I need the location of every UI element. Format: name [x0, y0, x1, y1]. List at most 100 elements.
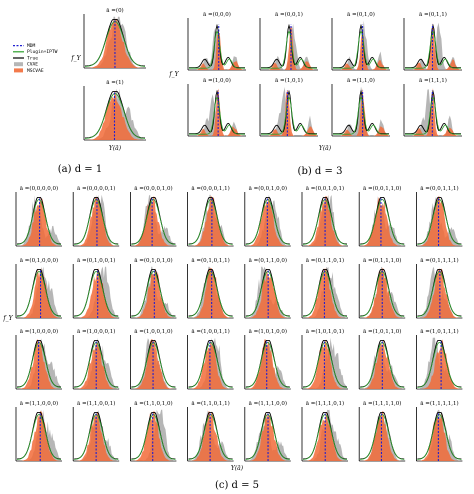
panel-title: ā =(0,0,0,0,1) — [77, 185, 115, 192]
y-axis-label-a: f_Y — [70, 55, 81, 62]
mscvae-density — [17, 196, 61, 246]
subplot-panel: ā =(1,1,1,1,1) — [415, 400, 463, 462]
mscvae-density — [417, 412, 462, 461]
panel-title: ā =(0,0,1,1,0) — [363, 185, 401, 192]
x-axis-label-c: Y(ā) — [231, 465, 244, 472]
subplot-panel: ā =(0,1,1,1,1) — [415, 257, 463, 319]
subplot-panel: ā =(1,0,0,0,1) — [72, 328, 120, 390]
mscvae-density — [405, 23, 461, 70]
plugin-iptw-density — [74, 198, 119, 245]
legend-entry-label: CVAE — [27, 62, 38, 68]
mscvae-density — [17, 268, 61, 318]
subplot-panel: ā =(1,1,0,0,1) — [72, 400, 120, 462]
panel-title: ā =(1,1,0) — [347, 77, 375, 84]
subplot-panel: ā =(0) — [83, 7, 146, 69]
subplot-panel: ā =(1,0,0,0,0) — [15, 328, 62, 390]
mscvae-density — [188, 268, 233, 318]
panel-title: ā =(1,0,0) — [203, 77, 231, 84]
legend-swatch — [14, 68, 23, 73]
subplot-panel: ā =(0,0,1,1,0) — [358, 185, 406, 247]
panel-title: ā =(0,0,0,1,1) — [191, 185, 229, 192]
subplot-panel: ā =(1,0,0,1,0) — [129, 328, 177, 390]
mscvae-density — [261, 26, 317, 70]
mscvae-density — [74, 341, 119, 389]
panel-title: ā =(1,1,1,1,0) — [363, 400, 401, 407]
plugin-iptw-density — [188, 198, 233, 245]
y-axis-label-b: f_Y — [168, 71, 179, 78]
subplot-panel: ā =(0,0,1,0,0) — [244, 185, 291, 247]
panel-title: ā =(0,1,0,1,1) — [191, 257, 229, 264]
mscvae-density — [417, 339, 462, 389]
subplot-panel: ā =(0,0,1,0,1) — [301, 185, 348, 247]
panel-title: ā =(0,0,1) — [275, 11, 303, 18]
panel-title: ā =(0,1,1,0,1) — [306, 257, 344, 264]
mscvae-density — [333, 88, 389, 136]
panel-title: ā =(0,1,0) — [347, 11, 375, 18]
panel-title: ā =(0,0,0,1,0) — [134, 185, 172, 192]
subplot-panel: ā =(1,0,1,0,0) — [244, 328, 291, 390]
plugin-iptw-density — [405, 30, 461, 69]
subplot-panel: ā =(0,1,1,1,0) — [358, 257, 406, 319]
panel-title: ā =(1,0,1,0,1) — [306, 328, 344, 335]
panel-title: ā =(0,0,1,0,0) — [249, 185, 287, 192]
subplot-panel: ā =(1,0,0) — [187, 77, 246, 137]
subplot-panel: ā =(1,1,0) — [331, 77, 390, 137]
panel-title: ā =(0,1,1,1,1) — [420, 257, 458, 264]
mscvae-density — [360, 197, 405, 246]
subplot-panel: ā =(0,1,0) — [331, 11, 390, 71]
legend-entry-label: True — [27, 55, 38, 61]
subplot-panel: ā =(0,0,1,1,1) — [415, 185, 463, 247]
plugin-iptw-density — [360, 413, 405, 460]
subplot-panel: ā =(1,1,0,0,0) — [15, 400, 62, 462]
panel-title: ā =(0,0,0) — [203, 11, 231, 18]
plugin-iptw-density — [417, 413, 462, 460]
plugin-iptw-density — [131, 198, 176, 245]
subplot-panel: ā =(0,1,0,0,1) — [72, 257, 120, 319]
panel-title: ā =(1,1,1,0,0) — [249, 400, 287, 407]
panel-title: ā =(1,0,1) — [275, 77, 303, 84]
panel-title: ā =(1,0,0,1,1) — [191, 328, 229, 335]
plugin-iptw-density — [261, 96, 317, 135]
mscvae-density — [360, 411, 405, 461]
panel-title: ā =(0,0,1,1,1) — [420, 185, 458, 192]
legend-entry-label: Plugin+IPTW — [27, 49, 58, 55]
subplot-panel: ā =(1,1,0,1,1) — [187, 400, 234, 462]
mscvae-density — [131, 196, 176, 246]
mscvae-density — [303, 268, 347, 318]
plugin-iptw-density — [417, 341, 462, 388]
subplot-panel: ā =(1,0,1,1,0) — [358, 328, 406, 390]
plugin-iptw-density — [16, 413, 62, 460]
subplot-panel: ā =(0,0,1) — [259, 11, 318, 71]
panel-title: ā =(1,1,0,1,0) — [134, 400, 172, 407]
panel-title: ā =(1,0,1,1,1) — [420, 328, 458, 335]
legend-entry-label: MSCVAE — [27, 68, 44, 74]
plugin-iptw-density — [245, 341, 290, 388]
panel-title: ā =(1,0,1,1,0) — [363, 328, 401, 335]
subplot-panel: ā =(0,1,0,1,1) — [187, 257, 234, 319]
mscvae-density — [74, 268, 119, 318]
subplot-panel: ā =(1,0,1) — [259, 77, 318, 137]
plugin-iptw-density — [417, 198, 462, 245]
legend-swatch — [14, 62, 23, 67]
mscvae-density — [74, 196, 119, 246]
mscvae-density — [261, 89, 317, 136]
subplot-panel: ā =(0,1,1,0,0) — [244, 257, 291, 319]
plugin-iptw-density — [16, 198, 62, 245]
mscvae-density — [188, 196, 233, 246]
subplot-panel: ā =(0,1,1) — [403, 11, 462, 71]
subplot-panel: ā =(0,1,0,1,0) — [129, 257, 177, 319]
plugin-iptw-density — [74, 270, 119, 317]
subplot-panel: ā =(0,0,0,0,1) — [72, 185, 120, 247]
subplot-panel: ā =(0,0,0) — [187, 11, 246, 71]
panel-title: ā =(1,1,0,0,1) — [77, 400, 115, 407]
plugin-iptw-density — [131, 270, 176, 317]
y-axis-label-c: f_Y — [2, 315, 13, 322]
caption-b: (b) d = 3 — [298, 166, 343, 177]
subplot-panel: ā =(0,1,0,0,0) — [15, 257, 62, 319]
subplot-panel: ā =(1,1,1) — [403, 77, 462, 137]
panel-title: ā =(0,1,1,0,0) — [249, 257, 287, 264]
panel-title: ā =(1,1,1,0,1) — [306, 400, 344, 407]
mscvae-density — [245, 339, 290, 389]
mscvae-density — [131, 411, 176, 461]
